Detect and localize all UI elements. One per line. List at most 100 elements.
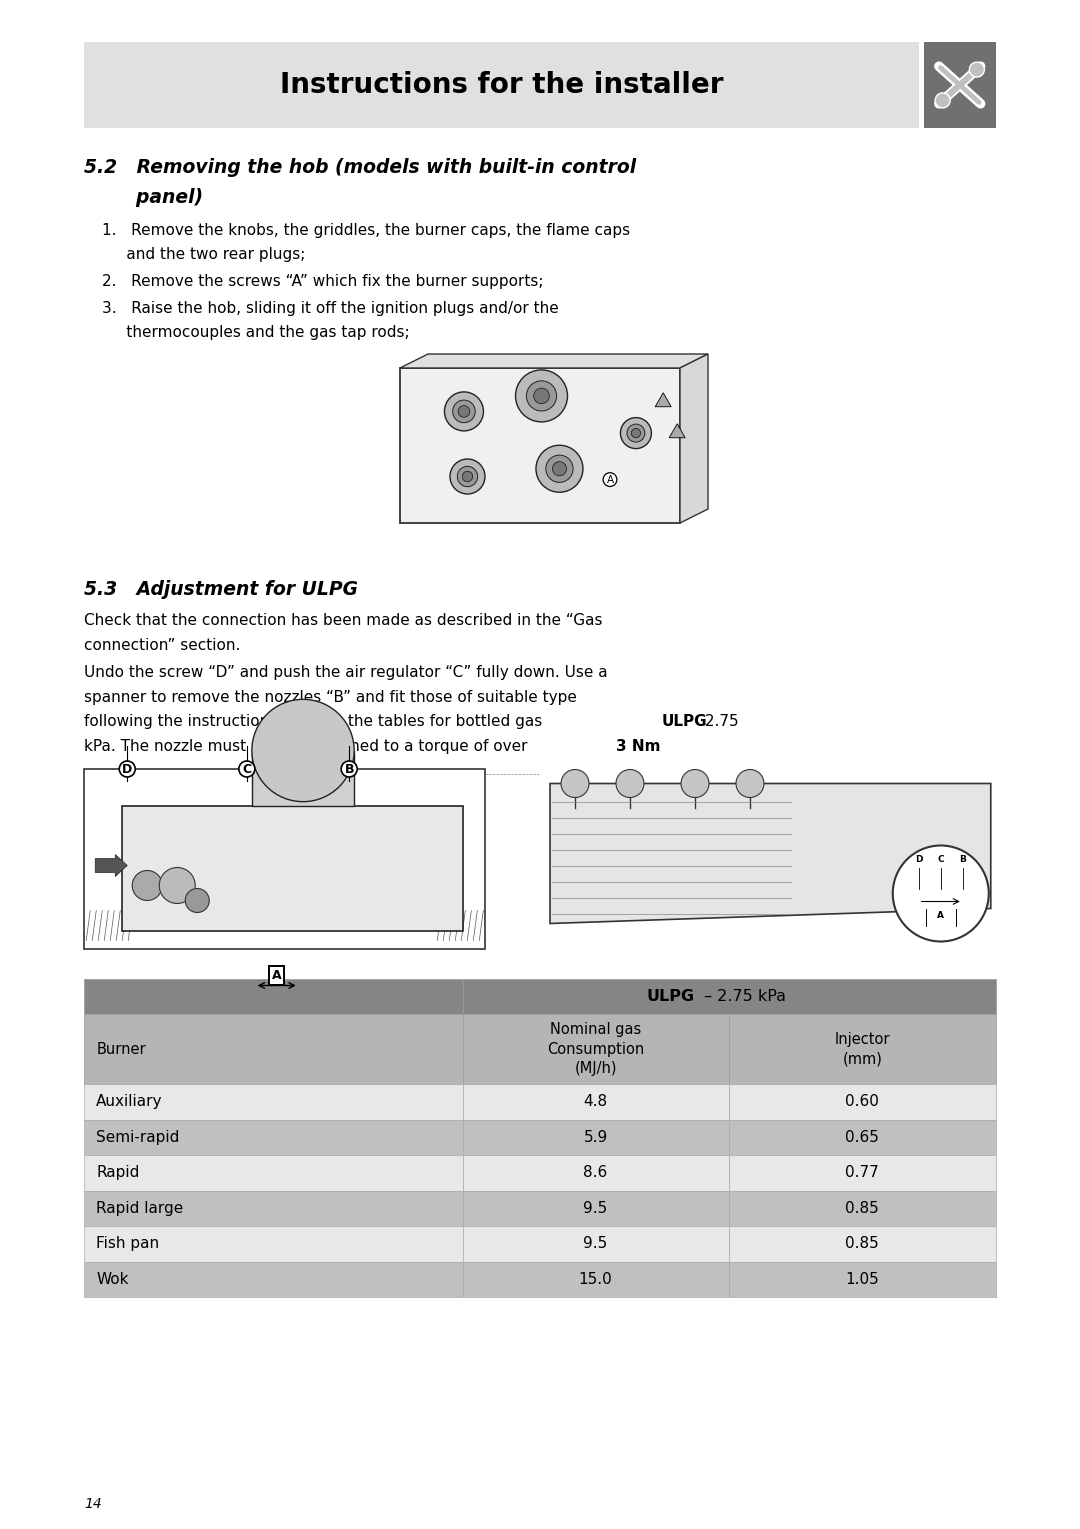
Circle shape [186,888,210,913]
Bar [462,1084,729,1119]
Text: connection” section.: connection” section. [84,638,241,653]
Bar [729,1261,996,1297]
Text: Nominal gas
Consumption
(MJ/h): Nominal gas Consumption (MJ/h) [546,1023,645,1076]
Text: panel): panel) [84,188,203,206]
Bar [729,1226,996,1261]
Circle shape [536,445,583,492]
Bar [84,769,485,948]
Bar [252,751,354,806]
FancyArrow shape [95,855,127,876]
Circle shape [935,93,950,109]
Bar [462,1119,729,1154]
Text: B: B [959,855,967,864]
Text: C: C [937,855,944,864]
Bar [84,979,462,1014]
Text: – 2.75 kPa: – 2.75 kPa [699,989,786,1003]
Text: Semi-rapid: Semi-rapid [96,1130,179,1145]
Bar [729,1084,996,1119]
Bar [462,1154,729,1191]
Circle shape [453,401,475,422]
Text: Auxiliary: Auxiliary [96,1095,163,1109]
Text: 0.77: 0.77 [846,1165,879,1180]
Bar [540,769,996,948]
Bar [729,1191,996,1226]
Bar [84,1226,462,1261]
Text: B: B [345,763,354,775]
Bar [84,1119,462,1154]
Text: spanner to remove the nozzles “B” and fit those of suitable type: spanner to remove the nozzles “B” and fi… [84,690,577,705]
Text: Wok: Wok [96,1272,129,1287]
Bar [729,1154,996,1191]
Text: Rapid: Rapid [96,1165,139,1180]
Text: 15.0: 15.0 [579,1272,612,1287]
Bar [84,1191,462,1226]
Bar [462,1226,729,1261]
Text: 1.05: 1.05 [846,1272,879,1287]
Text: Fish pan: Fish pan [96,1237,160,1251]
Bar [923,41,996,128]
Text: 4.8: 4.8 [583,1095,608,1109]
Text: ULPG: ULPG [646,989,694,1003]
Circle shape [552,462,567,476]
Polygon shape [400,368,680,523]
Text: D: D [122,763,133,775]
Text: 14: 14 [84,1497,102,1511]
Polygon shape [656,393,671,407]
Text: Burner: Burner [96,1041,146,1057]
Text: Instructions for the installer: Instructions for the installer [280,70,724,99]
Text: thermocouples and the gas tap rods;: thermocouples and the gas tap rods; [103,326,410,339]
Bar [84,1154,462,1191]
Circle shape [252,699,354,801]
Text: Check that the connection has been made as described in the “Gas: Check that the connection has been made … [84,613,603,628]
Bar [729,1119,996,1154]
Bar [462,1014,729,1084]
Circle shape [159,867,195,904]
Text: Injector
(mm): Injector (mm) [835,1032,890,1066]
Bar [462,979,996,1014]
Text: C: C [242,763,252,775]
Bar [122,806,463,931]
Circle shape [545,456,573,482]
Text: 3.   Raise the hob, sliding it off the ignition plugs and/or the: 3. Raise the hob, sliding it off the ign… [103,301,559,315]
Circle shape [132,870,162,901]
Text: A: A [937,911,944,920]
Bar [462,1191,729,1226]
Polygon shape [680,355,708,523]
Text: Rapid large: Rapid large [96,1200,184,1216]
Text: 0.85: 0.85 [846,1237,879,1251]
Text: 0.85: 0.85 [846,1200,879,1216]
Text: 2.75: 2.75 [700,714,739,729]
Text: and the two rear plugs;: and the two rear plugs; [103,248,306,263]
Circle shape [632,428,640,437]
Polygon shape [670,424,685,437]
Circle shape [450,459,485,494]
Polygon shape [400,355,708,368]
Text: 1.   Remove the knobs, the griddles, the burner caps, the flame caps: 1. Remove the knobs, the griddles, the b… [103,223,631,239]
Text: A: A [607,474,613,485]
Circle shape [735,769,764,798]
Text: ULPG: ULPG [662,714,707,729]
Text: 5.3   Adjustment for ULPG: 5.3 Adjustment for ULPG [84,579,359,599]
Circle shape [620,417,651,448]
Polygon shape [550,783,990,924]
Bar [84,1014,462,1084]
Text: 0.65: 0.65 [846,1130,879,1145]
Circle shape [616,769,644,798]
Circle shape [457,466,477,486]
Circle shape [458,405,470,417]
Text: 2.   Remove the screws “A” which fix the burner supports;: 2. Remove the screws “A” which fix the b… [103,274,543,289]
Text: following the instructions given in the tables for bottled gas: following the instructions given in the … [84,714,548,729]
Circle shape [534,388,550,404]
Circle shape [970,63,984,76]
Circle shape [515,370,567,422]
Text: Undo the screw “D” and push the air regulator “C” fully down. Use a: Undo the screw “D” and push the air regu… [84,665,608,680]
Circle shape [893,846,989,942]
Text: 0.60: 0.60 [846,1095,879,1109]
Bar [84,41,919,128]
Circle shape [681,769,708,798]
Circle shape [462,471,473,482]
Text: 5.2   Removing the hob (models with built-in control: 5.2 Removing the hob (models with built-… [84,157,636,177]
Text: 5.9: 5.9 [583,1130,608,1145]
Circle shape [445,391,484,431]
Circle shape [561,769,589,798]
